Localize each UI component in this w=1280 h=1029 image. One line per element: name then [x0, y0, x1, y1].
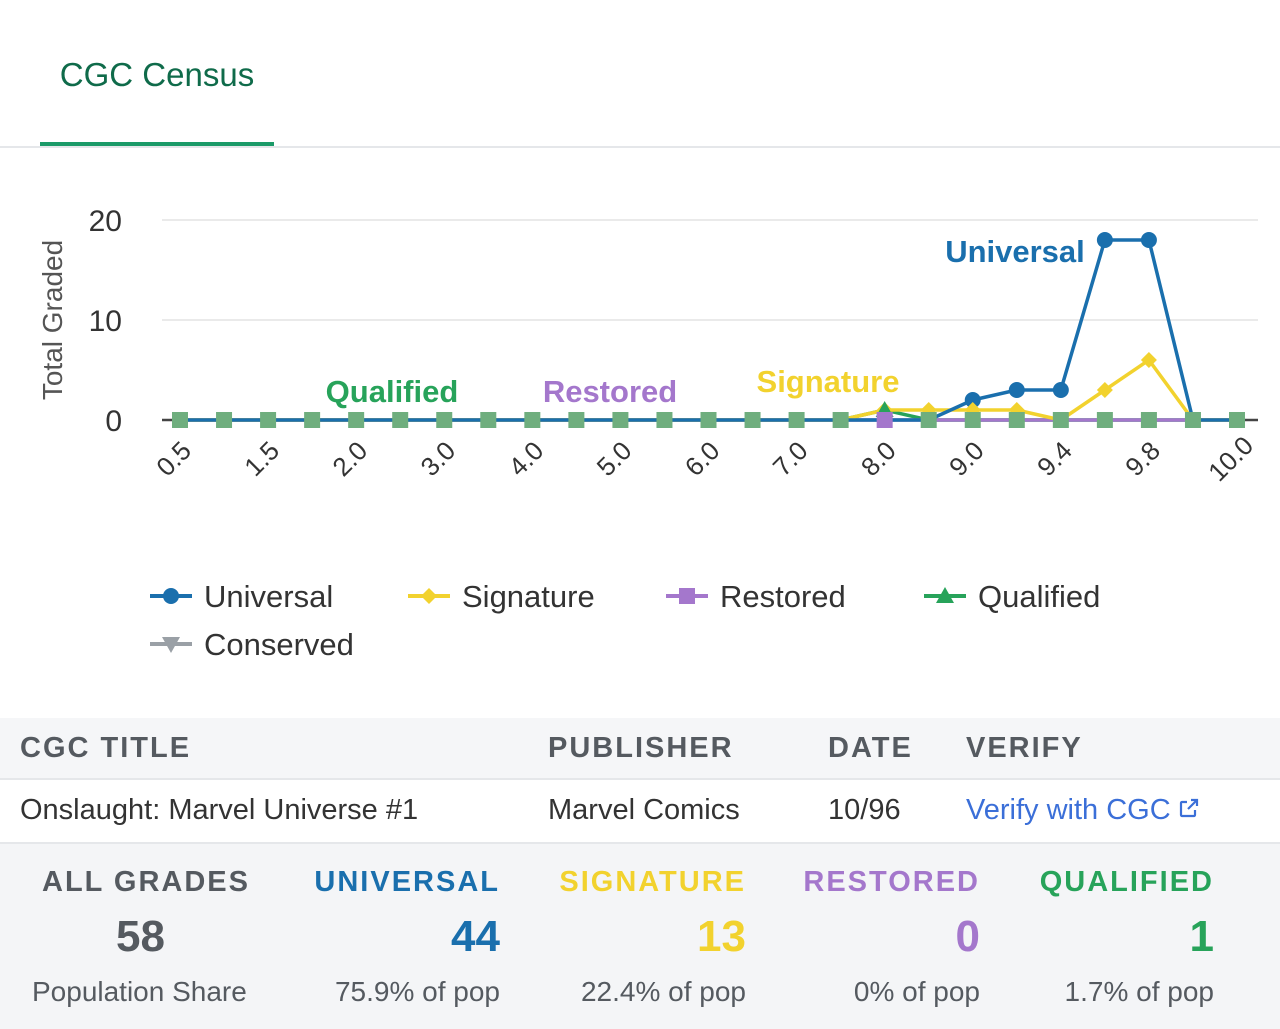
stat-share: 75.9% of pop	[334, 976, 500, 1007]
point-zero-marker	[788, 412, 805, 428]
x-tick-label: 2.0	[326, 435, 373, 482]
tab-bar: CGC Census	[0, 0, 1280, 148]
point-zero-marker	[1096, 412, 1113, 428]
point-zero-marker	[700, 412, 717, 428]
legend-marker	[162, 637, 180, 653]
point-zero-marker	[1184, 412, 1201, 428]
header-cgc-title: CGC TITLE	[20, 732, 192, 764]
annotation-label: Qualified	[326, 374, 459, 409]
x-tick-label: 5.0	[591, 435, 638, 482]
point-signature	[1140, 352, 1157, 368]
point-universal	[1008, 382, 1025, 398]
point-zero-marker	[744, 412, 761, 428]
legend-label: Universal	[204, 579, 333, 614]
tab-cgc-census[interactable]: CGC Census	[40, 42, 274, 146]
comic-title: Onslaught: Marvel Universe #1	[20, 794, 419, 826]
point-zero-marker	[656, 412, 673, 428]
point-zero-marker	[612, 412, 629, 428]
point-zero-marker	[568, 412, 585, 428]
point-zero-marker	[304, 412, 321, 428]
legend-label: Conserved	[204, 627, 354, 662]
x-tick-label: 6.0	[679, 435, 726, 482]
header-date: DATE	[828, 732, 913, 764]
point-zero-marker	[348, 412, 365, 428]
point-universal	[1096, 232, 1113, 248]
stat-share: 1.7% of pop	[1064, 976, 1214, 1007]
x-tick-label: 7.0	[767, 435, 814, 482]
verify-link-container: Verify with CGC	[966, 780, 1201, 841]
y-tick-label: 0	[105, 405, 122, 438]
stat-value: 58	[116, 912, 165, 961]
point-zero-marker	[832, 412, 849, 428]
point-zero-marker	[876, 412, 893, 428]
x-tick-label: 9.8	[1119, 435, 1166, 482]
x-tick-label: 0.5	[150, 435, 197, 482]
stat-label: UNIVERSAL	[314, 866, 500, 898]
point-zero-marker	[964, 412, 981, 428]
stat-label: QUALIFIED	[1039, 866, 1214, 898]
point-zero-marker	[1229, 412, 1245, 428]
point-zero-marker	[216, 412, 233, 428]
census-chart: 0 10 20 Total Graded 0.5 1.5 2.0 3.0 4.0 5.0 6.0 7.…	[37, 205, 1259, 662]
annotation-label: Universal	[945, 234, 1085, 269]
publisher-name: Marvel Comics	[548, 794, 740, 826]
point-zero-marker	[436, 412, 453, 428]
point-zero-marker	[524, 412, 541, 428]
legend-label: Signature	[462, 579, 595, 614]
legend-marker	[163, 588, 179, 604]
stat-share: 22.4% of pop	[580, 976, 746, 1007]
x-tick-label: 8.0	[855, 435, 902, 482]
y-tick-label: 10	[89, 305, 122, 338]
stat-share: 0% of pop	[853, 976, 980, 1007]
stat-label: SIGNATURE	[559, 866, 746, 898]
x-tick-label: 1.5	[238, 435, 285, 482]
point-signature	[1096, 382, 1113, 398]
grade-stats: ALL GRADES 58 Population Share UNIVERSAL…	[0, 844, 1280, 1029]
header-verify: VERIFY	[966, 732, 1083, 764]
point-zero-marker	[172, 412, 188, 428]
x-tick-label: 10.0	[1202, 430, 1259, 487]
stat-share: Population Share	[32, 976, 247, 1007]
x-tick-label: 9.4	[1031, 435, 1078, 482]
stat-value: 13	[697, 912, 746, 961]
external-link-icon[interactable]	[1177, 781, 1201, 841]
stat-label: ALL GRADES	[42, 866, 250, 898]
verify-with-cgc-link[interactable]: Verify with CGC	[966, 794, 1171, 826]
legend-label: Restored	[720, 579, 846, 614]
point-universal	[1052, 382, 1069, 398]
table-row: Onslaught: Marvel Universe #1 Marvel Com…	[0, 780, 1280, 844]
x-tick-label: 4.0	[503, 435, 550, 482]
point-zero-marker	[1008, 412, 1025, 428]
table-header: CGC TITLE PUBLISHER DATE VERIFY	[0, 718, 1280, 780]
y-axis-label: Total Graded	[37, 240, 68, 400]
stat-value: 0	[955, 912, 980, 961]
annotation-label: Signature	[757, 364, 900, 399]
y-tick-label: 20	[89, 205, 122, 238]
x-tick-label: 3.0	[414, 435, 461, 482]
stat-value: 44	[451, 912, 500, 961]
stat-label: RESTORED	[803, 866, 980, 898]
point-zero-marker	[920, 412, 937, 428]
header-publisher: PUBLISHER	[548, 732, 734, 764]
x-tick-label: 9.0	[943, 435, 990, 482]
point-universal	[1140, 232, 1157, 248]
point-universal	[964, 392, 981, 408]
point-zero-marker	[480, 412, 497, 428]
legend-label: Qualified	[978, 579, 1100, 614]
point-zero-marker	[260, 412, 277, 428]
point-zero-marker	[1052, 412, 1069, 428]
legend-marker	[936, 587, 954, 603]
point-zero-marker	[392, 412, 409, 428]
legend-marker	[679, 588, 695, 604]
stat-value: 1	[1189, 912, 1214, 961]
annotation-label: Restored	[543, 374, 677, 409]
point-zero-marker	[1140, 412, 1157, 428]
legend-marker	[421, 588, 437, 604]
issue-date: 10/96	[828, 794, 901, 826]
